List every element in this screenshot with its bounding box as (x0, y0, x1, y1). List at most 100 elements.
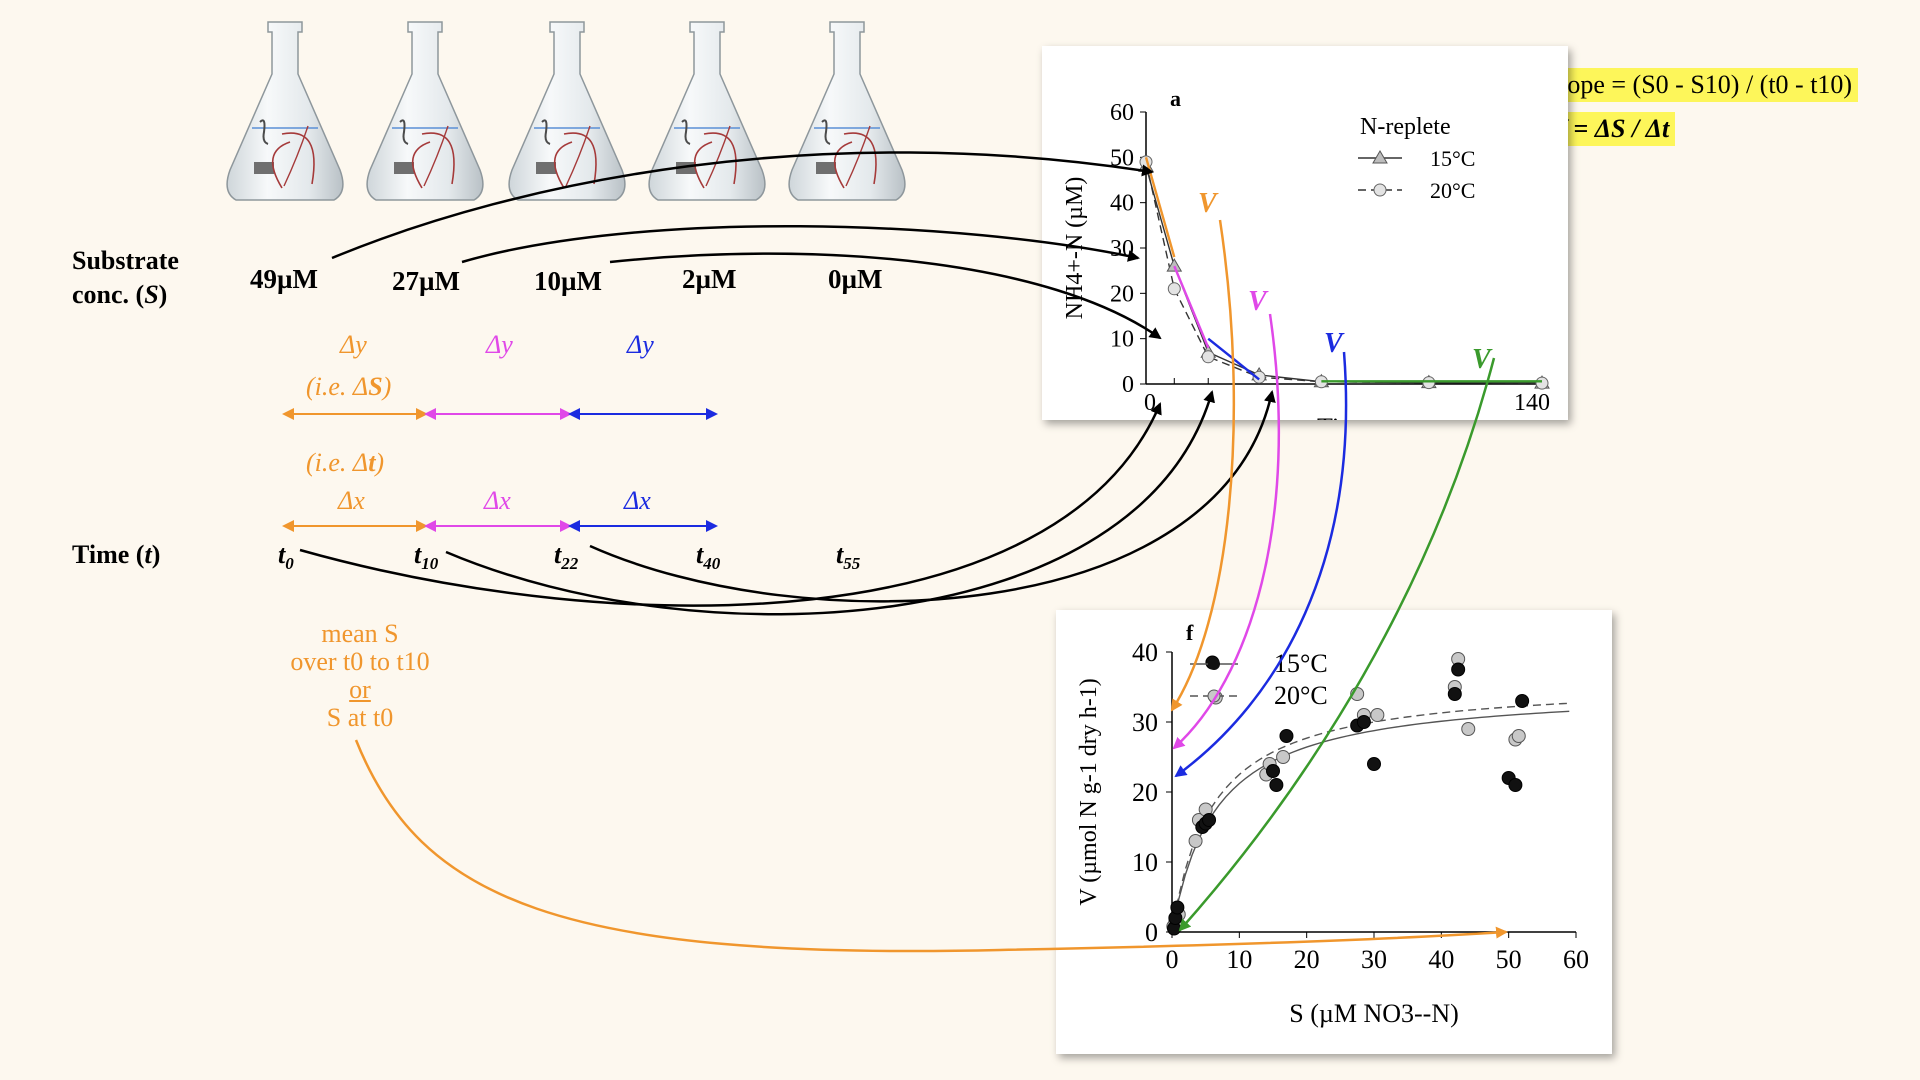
chart-f-point-15c (1356, 715, 1371, 729)
chart-f-ylabel: V (µmol N g-1 dry h-1) (1076, 678, 1102, 905)
time-t0: t0 (278, 540, 294, 574)
chart-f-point-20c (1461, 722, 1476, 736)
mean-s-line3: or (349, 675, 371, 704)
chart-f-legend-label-15c: 15°C (1274, 649, 1328, 678)
mean-s-line2: over t0 to t10 (290, 647, 430, 676)
chart-f-point-20c (1350, 687, 1365, 701)
flask-4 (648, 21, 766, 201)
chart-f-point-15c (1202, 813, 1217, 827)
conc-27: 27µM (392, 266, 461, 296)
chart-f-point-15c (1269, 778, 1284, 792)
chart-a-ytick-label: 30 (1110, 236, 1134, 262)
delta-y-orange: Δy (340, 330, 367, 359)
chart-f-xlabel: S (µM NO3--N) (1289, 999, 1459, 1028)
delta-x-orange: Δx (338, 486, 365, 515)
chart-a-panel-label: a (1170, 86, 1181, 111)
mean-s-note: mean S over t0 to t10 or S at t0 (260, 620, 460, 732)
arrow-time-t0 (299, 402, 1162, 607)
chart-a-v-label-orange: V (1198, 188, 1219, 219)
chart-f-xtick-label: 40 (1428, 945, 1454, 974)
chart-f-xtick-label: 20 (1294, 945, 1320, 974)
substrate-label-line2: conc. (S) (72, 280, 168, 309)
chart-f-xtick-label: 30 (1361, 945, 1387, 974)
chart-f-point-15c (1508, 778, 1523, 792)
delta-x-blue: Δx (624, 486, 651, 515)
flask-1 (226, 21, 344, 201)
chart-a-legend-label-15c: 15°C (1430, 146, 1475, 171)
arrow-time-t22 (589, 390, 1276, 603)
mean-s-line1: mean S (321, 619, 399, 648)
delta-s-note: (i.e. ΔS) (306, 372, 392, 401)
delta-y-blue: Δy (627, 330, 654, 359)
chart-f-point-15c (1451, 662, 1466, 677)
chart-f-ytick-label: 10 (1132, 848, 1158, 877)
delta-y-magenta: Δy (486, 330, 513, 359)
chart-f-xtick-label: 60 (1563, 945, 1589, 974)
chart-a-legend-title: N-replete (1360, 114, 1451, 140)
chart-f-point-15c (1447, 687, 1462, 701)
chart-f-svg: 0 10 20 30 40 0 10 20 30 40 50 60 S (µM NO3--N) V (µm… (1076, 620, 1589, 1028)
chart-a-slope-orange (1144, 157, 1176, 258)
chart-a-xlabel: Time (1317, 413, 1371, 420)
delta-x-magenta: Δx (484, 486, 511, 515)
chart-a-ytick-label: 50 (1110, 145, 1134, 171)
time-t22: t22 (554, 540, 579, 574)
chart-a-legend-label-20c: 20°C (1430, 178, 1475, 203)
substrate-label-line1: Substrate (72, 246, 179, 275)
chart-panel-f: 0 10 20 30 40 0 10 20 30 40 50 60 S (µM NO3--N) V (µm… (1056, 610, 1612, 1054)
chart-a-ytick-label: 20 (1110, 281, 1134, 307)
chart-f-panel-label: f (1186, 620, 1194, 645)
flask-3 (508, 21, 626, 201)
flask-row (226, 21, 906, 201)
mean-s-line4: S at t0 (326, 703, 394, 732)
chart-a-xtick-label: 0 (1144, 390, 1156, 416)
chart-f-legend-label-20c: 20°C (1274, 681, 1328, 710)
chart-a-v-label-magenta: V (1248, 286, 1269, 317)
chart-a-v-label-green: V (1472, 344, 1493, 375)
chart-f-legend-marker-20c (1207, 689, 1221, 703)
chart-a-v-label-blue: V (1324, 328, 1345, 359)
slope-formula: slope = (S0 - S10) / (t0 - t10) (1544, 68, 1859, 102)
chart-a-legend-marker-20c (1373, 183, 1387, 197)
chart-f-ytick-label: 20 (1132, 778, 1158, 807)
flask-5 (788, 21, 906, 201)
chart-f-point-20c (1188, 834, 1203, 848)
chart-a-ylabel: NH4+-N (µM) (1062, 177, 1088, 320)
chart-a-svg: 0 10 20 30 40 50 60 0 140 Time NH4+-N (µM) a N-reple… (1062, 86, 1550, 442)
time-label: Time (t) (72, 540, 161, 569)
arrow-time-t10 (445, 390, 1215, 616)
chart-f-point-15c (1266, 764, 1280, 778)
chart-f-xtick-label: 0 (1166, 945, 1179, 974)
time-t40: t40 (696, 540, 721, 574)
chart-a-slope-blue (1207, 337, 1260, 381)
time-t10: t10 (414, 540, 439, 574)
chart-f-point-15c (1515, 694, 1530, 708)
chart-f-legend-marker-15c (1208, 658, 1220, 670)
chart-a-ytick-label: 0 (1122, 372, 1134, 398)
chart-a-legend-marker-15c (1372, 150, 1388, 164)
conc-0: 0µM (828, 264, 883, 294)
chart-a-point-20c (1201, 350, 1215, 364)
chart-a-point-20c (1167, 282, 1181, 296)
conc-10: 10µM (534, 266, 603, 296)
chart-f-point-20c (1511, 729, 1526, 743)
chart-f-xtick-label: 50 (1496, 945, 1522, 974)
chart-a-ytick-label: 10 (1110, 327, 1134, 353)
chart-panel-a: 0 10 20 30 40 50 60 0 140 Time NH4+-N (µM) a N-reple… (1042, 46, 1568, 442)
chart-a-point-20c (1535, 376, 1549, 390)
chart-a-ytick-label: 60 (1110, 100, 1134, 126)
chart-f-point-15c (1279, 729, 1294, 743)
chart-f-point-15c (1367, 757, 1381, 771)
conc-49: 49µM (250, 264, 319, 294)
chart-f-xtick-label: 10 (1226, 945, 1252, 974)
chart-f-ytick-label: 40 (1132, 638, 1158, 667)
delta-t-note: (i.e. Δt) (306, 448, 385, 477)
chart-f-ytick-label: 30 (1132, 708, 1158, 737)
conc-2: 2µM (682, 264, 737, 294)
chart-a-slope-magenta (1173, 265, 1210, 349)
chart-f-point-20c (1276, 750, 1291, 764)
chart-a-point-20c (1422, 376, 1436, 390)
chart-f-point-15c (1170, 900, 1185, 915)
chart-f-point-20c (1370, 708, 1385, 722)
chart-a-ytick-label: 40 (1110, 191, 1134, 217)
